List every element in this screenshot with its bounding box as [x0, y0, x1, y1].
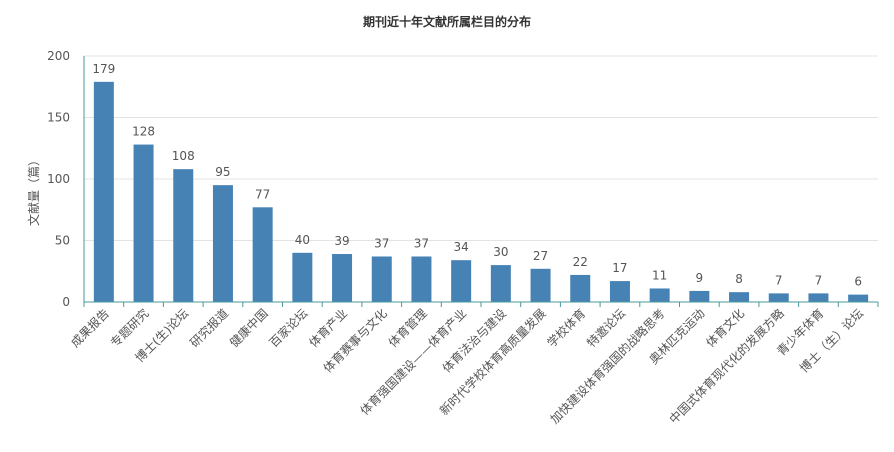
axes: 050100150200成果报告专题研究博士(生)论坛研究报道健康中国百家论坛体…	[47, 49, 879, 426]
y-tick-label: 200	[47, 49, 70, 63]
bar	[490, 265, 511, 302]
bar	[411, 256, 432, 302]
data-label: 128	[132, 125, 155, 139]
bar	[768, 293, 789, 302]
data-label: 40	[295, 233, 310, 247]
data-label: 37	[414, 236, 429, 250]
data-label: 22	[573, 255, 588, 269]
bar	[689, 290, 710, 302]
bar	[649, 288, 670, 302]
data-label: 7	[815, 273, 823, 287]
data-label: 37	[374, 236, 389, 250]
y-tick-label: 150	[47, 111, 70, 125]
bar	[332, 254, 353, 302]
data-label: 9	[696, 271, 704, 285]
bar	[292, 252, 313, 302]
bar	[808, 293, 829, 302]
y-tick-label: 50	[55, 234, 70, 248]
bar	[848, 294, 869, 302]
bar	[371, 256, 392, 302]
bars	[93, 81, 869, 302]
data-label: 179	[92, 62, 115, 76]
data-label: 8	[735, 272, 743, 286]
bar	[133, 144, 154, 302]
bar	[93, 81, 114, 302]
bar	[530, 268, 551, 302]
bar	[451, 260, 472, 302]
data-label: 7	[775, 273, 783, 287]
bar	[570, 274, 591, 302]
data-label: 11	[652, 268, 667, 282]
bar	[212, 185, 233, 302]
data-label: 17	[612, 261, 627, 275]
data-label: 30	[493, 245, 508, 259]
x-tick-label: 健康中国	[226, 306, 271, 351]
y-axis-label: 文献量（篇）	[26, 154, 41, 226]
data-label: 34	[454, 240, 469, 254]
data-label: 95	[215, 165, 230, 179]
data-label: 6	[854, 275, 862, 289]
data-label: 77	[255, 187, 270, 201]
gridlines	[84, 55, 878, 241]
bar	[252, 207, 273, 302]
x-tick-label: 成果报告	[67, 306, 112, 351]
bar	[609, 281, 630, 302]
data-label: 27	[533, 249, 548, 263]
y-tick-label: 100	[47, 172, 70, 186]
chart-title: 期刊近十年文献所属栏目的分布	[363, 14, 531, 29]
bar	[729, 292, 750, 302]
y-tick-label: 0	[62, 295, 70, 309]
data-label: 39	[334, 234, 349, 248]
data-label: 108	[172, 149, 195, 163]
x-tick-label: 学校体育	[544, 306, 589, 351]
x-tick-label: 百家论坛	[266, 306, 311, 351]
bar	[173, 169, 194, 302]
x-tick-label: 研究报道	[187, 306, 232, 351]
